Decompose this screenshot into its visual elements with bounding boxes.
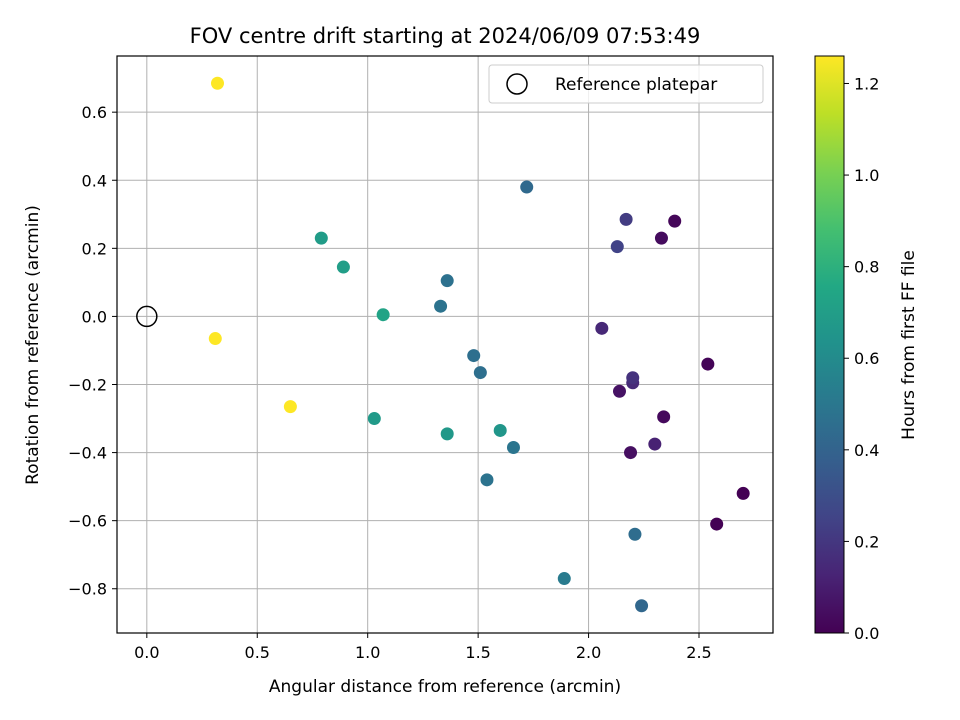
reference-marker [136,305,158,328]
data-point [440,427,454,441]
x-tick-label: 1.0 [355,643,380,662]
x-tick-label: 0.0 [134,643,159,662]
x-tick-label: 0.5 [245,643,270,662]
data-point [376,308,390,322]
colorbar-tick-label: 0.0 [854,624,879,643]
colorbar-title: Hours from first FF file [899,250,919,440]
data-point [434,299,448,313]
plot-frame [116,55,774,634]
data-point [657,410,671,424]
y-tick-label: −0.6 [68,512,107,531]
y-tick-label: −0.8 [68,580,107,599]
data-point [440,274,454,288]
data-point [557,572,571,586]
data-point [595,321,609,335]
colorbar-tick-label: 1.2 [854,74,879,93]
x-tick-label: 1.5 [465,643,490,662]
y-tick-label: 0.4 [82,171,107,190]
data-point [736,486,750,500]
data-point [635,599,649,613]
y-gridlines [117,111,773,590]
data-point [648,437,662,451]
data-point [493,423,507,437]
data-point [624,446,638,460]
colorbar-tick-label: 1.0 [854,166,879,185]
data-point [520,180,534,194]
legend-marker [506,73,528,95]
y-tick-label: 0.2 [82,239,107,258]
data-point [210,76,224,90]
data-point [506,440,520,454]
chart-title: FOV centre drift starting at 2024/06/09 … [190,24,701,48]
colorbar: 0.0 0.2 0.4 0.6 0.8 1.0 1.2 Hours from first F… [814,55,919,643]
x-tick-label: 2.0 [576,643,601,662]
data-point [701,357,715,371]
data-point [473,366,487,380]
data-point [480,473,494,487]
y-tick-label: −0.4 [68,444,107,463]
data-point [314,231,328,245]
data-point [610,240,624,254]
colorbar-tick-label: 0.8 [854,258,879,277]
data-point [668,214,682,228]
colorbar-tick-label: 0.2 [854,532,879,551]
legend-box [488,64,764,104]
y-axis-ticks: −0.8 −0.6 −0.4 −0.2 0.0 0.2 0.4 0.6 [68,103,117,599]
legend: Reference platepar [488,64,764,104]
y-tick-label: 0.6 [82,103,107,122]
legend-label: Reference platepar [555,75,717,95]
data-point [628,527,642,541]
colorbar-tick-label: 0.4 [854,441,879,460]
data-point [619,212,633,226]
x-tick-label: 2.5 [686,643,711,662]
x-axis-ticks: 0.0 0.5 1.0 1.5 2.0 2.5 [134,633,712,662]
data-point [710,517,724,531]
data-point [367,412,381,426]
colorbar-tick-label: 0.6 [854,349,879,368]
y-tick-label: 0.0 [82,307,107,326]
y-tick-label: −0.2 [68,375,107,394]
data-points [208,76,750,613]
data-point [283,400,297,414]
colorbar-ticks: 0.0 0.2 0.4 0.6 0.8 1.0 1.2 [844,74,879,643]
data-point [654,231,668,245]
data-point [336,260,350,274]
data-point [626,371,640,385]
data-point [208,332,222,346]
data-point [612,384,626,398]
x-axis-title: Angular distance from reference (arcmin) [269,677,621,697]
x-gridlines [146,56,700,633]
colorbar-gradient [814,55,845,634]
y-axis-title: Rotation from reference (arcmin) [23,205,43,485]
data-point [467,349,481,363]
